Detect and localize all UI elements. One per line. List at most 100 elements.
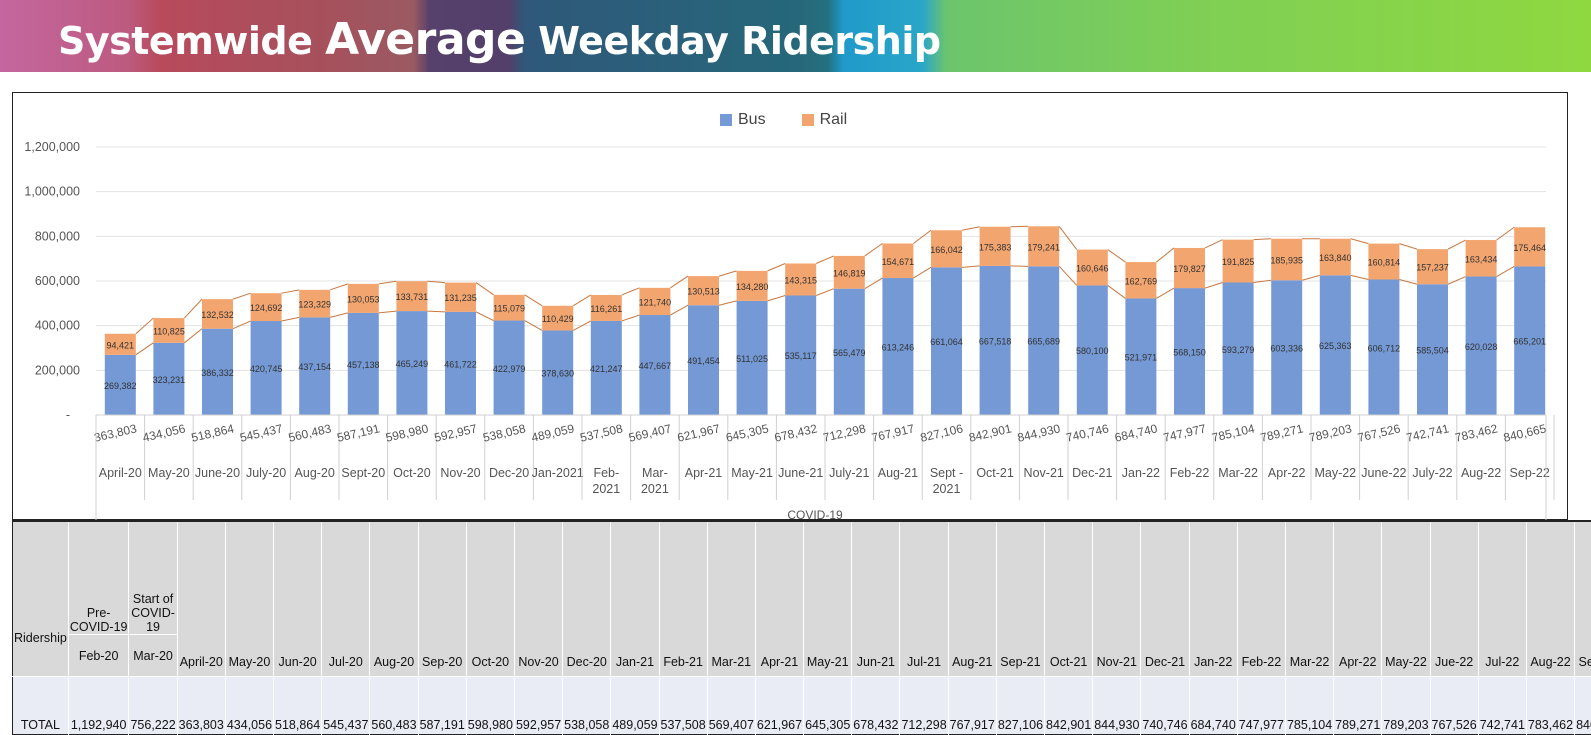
legend-label: Bus [738, 111, 766, 129]
total-cell: 621,967 [755, 677, 803, 735]
total-cell: 767,526 [1430, 677, 1478, 735]
bus-data-label: 386,332 [201, 368, 234, 378]
y-tick-label: 600,000 [35, 274, 80, 288]
pre-covid-header: Pre-COVID-19 [68, 521, 129, 635]
rail-connector-line [1156, 248, 1174, 262]
month-header: Apr-21 [755, 521, 803, 677]
bus-data-label: 665,201 [1513, 337, 1546, 347]
x-tick-label: Jan-22 [1122, 466, 1160, 480]
bus-connector-line [233, 321, 251, 329]
total-cell: 747,977 [1237, 677, 1285, 735]
rail-connector-line [379, 281, 397, 284]
rail-connector-line [962, 227, 980, 231]
rail-connector-line [1351, 239, 1369, 244]
bus-data-label: 491,454 [687, 356, 720, 366]
rail-swatch [802, 114, 814, 126]
total-label: 827,106 [919, 421, 965, 444]
month-header: Jun-21 [852, 521, 900, 677]
x-tick-label: 2021 [933, 482, 961, 496]
total-cell: 560,483 [370, 677, 418, 735]
bus-connector-line [1448, 277, 1466, 285]
month-header: Jan-21 [611, 521, 659, 677]
bus-data-label: 521,971 [1125, 353, 1158, 363]
bus-data-label: 269,382 [104, 381, 137, 391]
stacked-bar-chart: -200,000400,000600,000800,0001,000,0001,… [0, 0, 1591, 520]
bus-connector-line [962, 266, 980, 267]
total-cell: 569,407 [707, 677, 755, 735]
month-header: May-20 [225, 521, 273, 677]
bus-data-label: 565,479 [833, 348, 866, 358]
bus-connector-line [913, 267, 931, 278]
rail-connector-line [1448, 240, 1466, 249]
total-label: 840,665 [1502, 421, 1548, 444]
month-header: Jul-22 [1478, 521, 1526, 677]
rail-data-label: 121,740 [639, 297, 672, 307]
x-tick-label: Nov-20 [440, 466, 480, 480]
rail-data-label: 130,513 [687, 287, 720, 297]
x-tick-label: May-21 [731, 466, 773, 480]
bus-data-label: 606,712 [1368, 343, 1401, 353]
bus-connector-line [1059, 266, 1077, 285]
bus-connector-line [1351, 275, 1369, 279]
month-header: Sep-20 [418, 521, 466, 677]
total-label: 684,740 [1113, 421, 1159, 444]
rail-connector-line [525, 295, 543, 306]
month-header: Dec-21 [1141, 521, 1189, 677]
bus-data-label: 422,979 [493, 364, 526, 374]
bus-data-label: 420,745 [250, 364, 283, 374]
legend-label: Rail [820, 111, 848, 129]
total-label: 742,741 [1405, 421, 1451, 444]
total-cell: 785,104 [1285, 677, 1333, 735]
month-header: Mar-21 [707, 521, 755, 677]
rail-connector-line [768, 263, 786, 270]
total-label: 678,432 [773, 421, 819, 444]
rail-data-label: 154,671 [882, 257, 915, 267]
rail-data-label: 185,935 [1270, 255, 1303, 265]
total-label: 537,508 [579, 421, 625, 444]
y-tick-label: 1,000,000 [24, 185, 80, 199]
y-tick-label: 800,000 [35, 229, 80, 243]
y-tick-label: 1,200,000 [24, 140, 80, 154]
x-tick-label: Aug-21 [878, 466, 918, 480]
bus-data-label: 378,630 [541, 369, 574, 379]
total-cell: 545,437 [322, 677, 370, 735]
bus-data-label: 457,138 [347, 360, 380, 370]
rail-connector-line [622, 288, 640, 295]
rail-data-label: 123,329 [298, 300, 331, 310]
rail-data-label: 116,261 [590, 304, 622, 314]
rail-connector-line [670, 276, 688, 288]
total-label: 789,271 [1259, 421, 1305, 444]
month-header: May-21 [804, 521, 852, 677]
total-label: 645,305 [724, 421, 770, 444]
rail-data-label: 166,042 [930, 245, 963, 255]
bus-connector-line [1205, 283, 1223, 289]
rail-connector-line [865, 243, 883, 255]
month-header: Jue-22 [1430, 521, 1478, 677]
ridership-header: Ridership [13, 521, 69, 677]
bus-connector-line [427, 311, 445, 312]
total-cell: 598,980 [466, 677, 514, 735]
bus-data-label: 465,249 [396, 359, 429, 369]
group-label: COVID-19 [787, 508, 843, 520]
total-cell: 489,059 [611, 677, 659, 735]
bus-connector-line [1302, 275, 1320, 280]
rail-connector-line [719, 271, 737, 276]
rail-data-label: 124,692 [250, 303, 283, 313]
bus-data-label: 535,117 [785, 351, 817, 361]
month-header: Nov-20 [514, 521, 562, 677]
month-header: May-22 [1382, 521, 1430, 677]
total-label: 518,864 [190, 421, 236, 444]
bus-connector-line [330, 313, 348, 317]
rail-data-label: 179,241 [1027, 242, 1060, 252]
total-label: 785,104 [1210, 421, 1256, 444]
x-tick-label: Apr-21 [685, 466, 723, 480]
total-cell: 363,803 [177, 677, 225, 735]
total-cell: 592,957 [514, 677, 562, 735]
total-cell: 434,056 [225, 677, 273, 735]
rail-data-label: 157,237 [1416, 263, 1449, 273]
rail-data-label: 146,819 [833, 268, 866, 278]
month-header: Aug-22 [1526, 521, 1574, 677]
rail-data-label: 160,646 [1076, 264, 1109, 274]
total-cell: 756,222 [129, 677, 177, 735]
total-cell: 740,746 [1141, 677, 1189, 735]
